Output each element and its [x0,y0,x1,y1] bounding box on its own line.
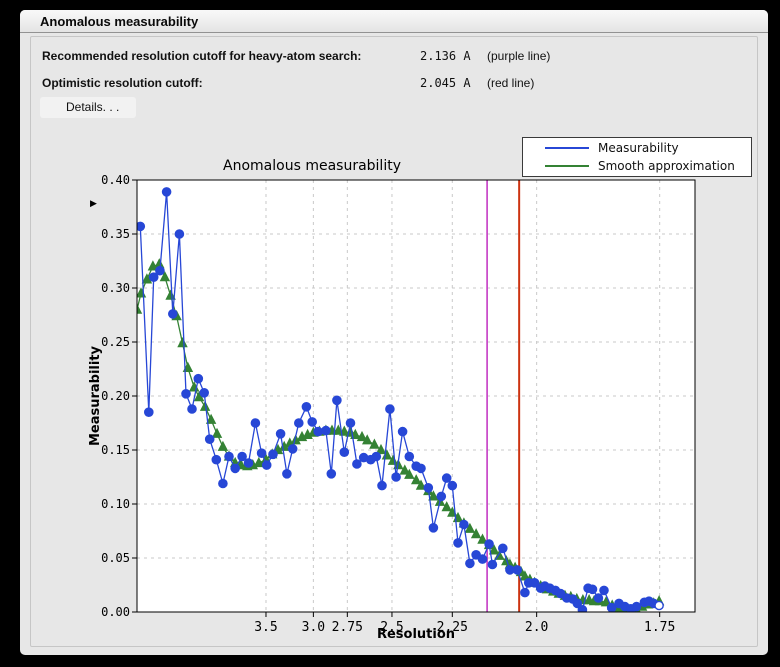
svg-text:0.40: 0.40 [101,173,130,187]
measurability-line-sample [545,147,589,149]
details-label: Details. . . [66,100,120,114]
svg-text:0.05: 0.05 [101,551,130,565]
svg-text:0.15: 0.15 [101,443,130,457]
recommended-cutoff-value: 2.136 A [420,49,471,63]
svg-text:0.30: 0.30 [101,281,130,295]
svg-text:0.35: 0.35 [101,227,130,241]
details-disclosure[interactable]: ▶ [40,97,136,208]
content-groupbox [30,36,758,647]
svg-text:2.25: 2.25 [437,620,468,635]
optimistic-cutoff-value: 2.045 A [420,76,471,90]
svg-text:1.75: 1.75 [644,620,675,635]
svg-text:3.0: 3.0 [302,620,325,635]
legend-label-measurability: Measurability [598,141,679,155]
svg-text:3.5: 3.5 [254,620,277,635]
svg-text:0.10: 0.10 [101,497,130,511]
svg-text:2.0: 2.0 [525,620,548,635]
svg-text:0.25: 0.25 [101,335,130,349]
optimistic-cutoff-note: (red line) [487,76,535,90]
svg-text:2.75: 2.75 [332,620,363,635]
svg-text:0.00: 0.00 [101,605,130,619]
legend-entry-smooth: Smooth approximation [523,158,751,174]
chart-legend: Measurability Smooth approximation [522,137,752,177]
legend-entry-measurability: Measurability [523,140,751,156]
x-axis-label: Resolution [376,627,456,642]
recommended-cutoff-note: (purple line) [487,49,551,63]
smooth-approximation-line-sample [545,165,589,167]
y-axis-label: Measurability [88,345,103,447]
panel-title: Anomalous measurability [40,14,199,29]
optimistic-cutoff-label: Optimistic resolution cutoff: [42,76,203,90]
svg-text:2.5: 2.5 [380,620,403,635]
recommended-cutoff-label: Recommended resolution cutoff for heavy-… [42,49,362,63]
svg-text:0.20: 0.20 [101,389,130,403]
legend-label-smooth: Smooth approximation [598,159,735,173]
disclosure-triangle-icon: ▶ [90,198,97,208]
chart-title: Anomalous measurability [223,158,401,174]
panel-titlebar [20,10,768,33]
